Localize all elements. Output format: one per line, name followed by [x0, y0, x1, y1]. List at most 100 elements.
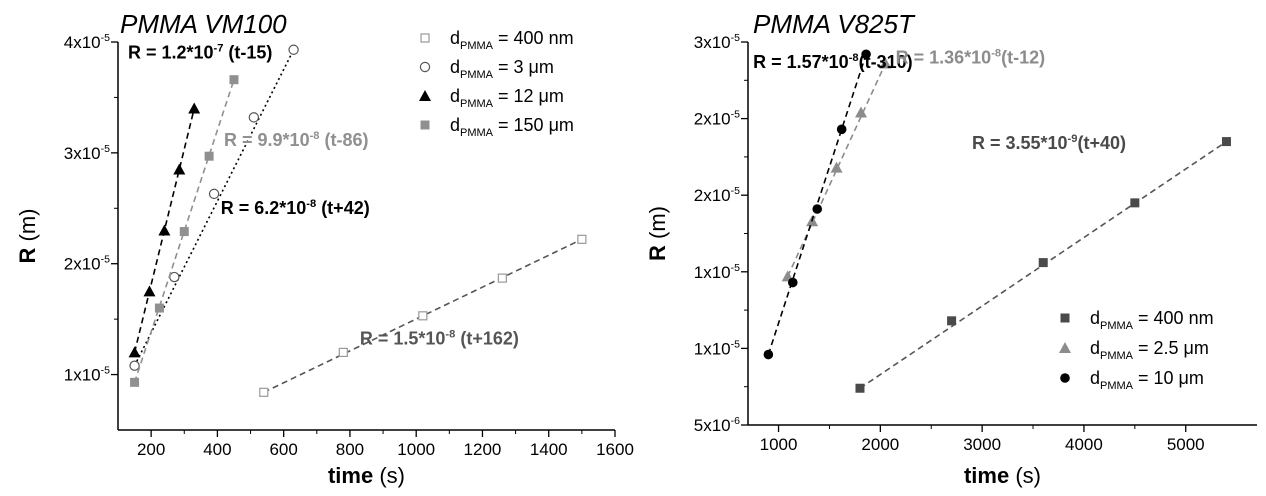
legend-symbol: d — [450, 115, 460, 135]
data-point — [418, 311, 428, 321]
data-point — [577, 234, 587, 244]
legend-value: = 12 μm — [493, 86, 564, 106]
y-tick-label-base: 1x10 — [64, 366, 101, 385]
fit-line — [767, 54, 867, 355]
legend-marker — [1059, 342, 1071, 353]
legend-entry: dPMMA = 12 μm — [450, 86, 564, 110]
data-point — [188, 102, 201, 114]
legend-subscript: PMMA — [460, 69, 494, 81]
y-axis-unit: (m) — [15, 209, 40, 242]
legend-entry: dPMMA = 400 nm — [1090, 308, 1214, 332]
chart-panel-1: PMMA VM100 200 400 600 800 1000 1200 1400 1600 1x… — [15, 9, 634, 488]
fit-equation-label: R = 1.5*10-8 (t+162) — [360, 329, 519, 349]
fit-line — [133, 79, 235, 383]
y-tick-label: 1x10-5 — [64, 365, 110, 385]
x-axis-unit: (s) — [379, 463, 405, 488]
data-point — [179, 227, 189, 237]
fit-equation-label-exponent: -9 — [1068, 133, 1078, 145]
fit-equation-label-exponent: -8 — [306, 198, 316, 210]
data-point — [830, 161, 843, 173]
data-point — [947, 316, 957, 326]
fit-equation-label: R = 1.2*10-7 (t-15) — [128, 43, 272, 63]
legend-entry: dPMMA = 400 nm — [450, 28, 574, 52]
fit-equation-label: R = 6.2*10-8 (t+42) — [221, 198, 370, 218]
legend-subscript: PMMA — [1100, 350, 1134, 362]
fit-equation-label-base: R = 1.57*10 — [753, 52, 849, 72]
fit-line — [786, 63, 887, 277]
fit-equation-label-exponent: -8 — [310, 130, 320, 142]
x-tick-label: 800 — [336, 440, 364, 459]
series-3 — [128, 102, 201, 358]
y-tick-label-exponent: -5 — [101, 143, 111, 155]
y-tick-label-exponent: -5 — [731, 109, 741, 121]
x-tick-label: 1200 — [464, 440, 502, 459]
data-point — [248, 112, 260, 123]
series-4 — [130, 75, 239, 387]
data-point — [208, 188, 220, 200]
fit-equation-label-suffix: (t-86) — [320, 130, 369, 150]
data-point — [288, 44, 299, 55]
fit-equation-label: R = 9.9*10-8 (t-86) — [224, 130, 368, 150]
y-tick-label-base: 4x10 — [64, 33, 101, 52]
legend-value: = 10 μm — [1133, 368, 1204, 388]
data-point — [259, 387, 269, 397]
data-point — [169, 271, 180, 283]
data-point — [338, 347, 348, 357]
y-tick-label-base: 2x10 — [694, 186, 731, 205]
legend-value: = 150 μm — [493, 115, 574, 135]
x-tick-label: 2000 — [861, 435, 899, 454]
y-axis-label-name: R — [645, 239, 670, 261]
x-axis-label: time (s) — [964, 463, 1041, 488]
fit-equation-label-base: R = 9.9*10 — [224, 130, 310, 150]
series-3 — [763, 49, 871, 360]
y-axis-label: R (m) — [645, 206, 670, 261]
legend-marker — [419, 90, 431, 101]
series-2 — [129, 44, 299, 371]
fit-equation-label: R = 1.57*10-8(t-310) — [753, 52, 913, 72]
data-point — [129, 360, 140, 371]
legend-marker — [420, 33, 430, 43]
legend-symbol: d — [450, 28, 460, 48]
legend-subscript: PMMA — [460, 127, 494, 139]
x-tick-label: 1400 — [530, 440, 568, 459]
x-tick-label: 600 — [269, 440, 297, 459]
data-point — [229, 75, 239, 85]
fit-equation-label-base: R = 1.36*10 — [896, 47, 992, 67]
data-point — [812, 204, 823, 214]
x-tick-label: 400 — [203, 440, 231, 459]
fit-equation-label-suffix: (t-310) — [859, 52, 913, 72]
data-point — [763, 349, 774, 360]
data-point — [836, 124, 847, 135]
data-point — [787, 277, 798, 288]
legend-entry: dPMMA = 2.5 μm — [1090, 338, 1209, 362]
fit-equation-label: R = 3.55*10-9(t+40) — [972, 133, 1126, 153]
y-tick-label: 4x10-5 — [64, 32, 110, 52]
fit-equation-label-exponent: -8 — [849, 52, 859, 64]
y-tick-label-exponent: -5 — [731, 338, 741, 350]
x-axis-unit: (s) — [1015, 463, 1041, 488]
series-1 — [855, 137, 1231, 393]
legend-subscript: PMMA — [1100, 380, 1134, 392]
data-point — [143, 285, 156, 297]
y-tick-label: 5x10-6 — [694, 415, 740, 435]
y-axis-label-name: R — [15, 241, 40, 263]
y-tick-label: 2x10-5 — [694, 185, 740, 205]
y-axis-label: R (m) — [15, 209, 40, 264]
x-tick-label: 1000 — [397, 440, 435, 459]
y-tick-label-base: 1x10 — [694, 263, 731, 282]
y-tick-label-base: 3x10 — [694, 33, 731, 52]
fit-equation-label-base: R = 6.2*10 — [221, 198, 307, 218]
chart-panel-2: PMMA V825T 1000 2000 3000 4000 5000 5x10-6 1x10… — [645, 9, 1257, 488]
y-tick-label-exponent: -6 — [731, 415, 741, 427]
x-tick-label: 4000 — [1065, 435, 1103, 454]
legend-symbol: d — [450, 57, 460, 77]
data-point — [130, 377, 140, 387]
y-axis-unit: (m) — [645, 206, 670, 239]
fit-equation-label-suffix: (t+40) — [1077, 133, 1126, 153]
data-point — [158, 224, 171, 236]
data-point — [879, 57, 892, 69]
legend-marker — [419, 61, 431, 73]
